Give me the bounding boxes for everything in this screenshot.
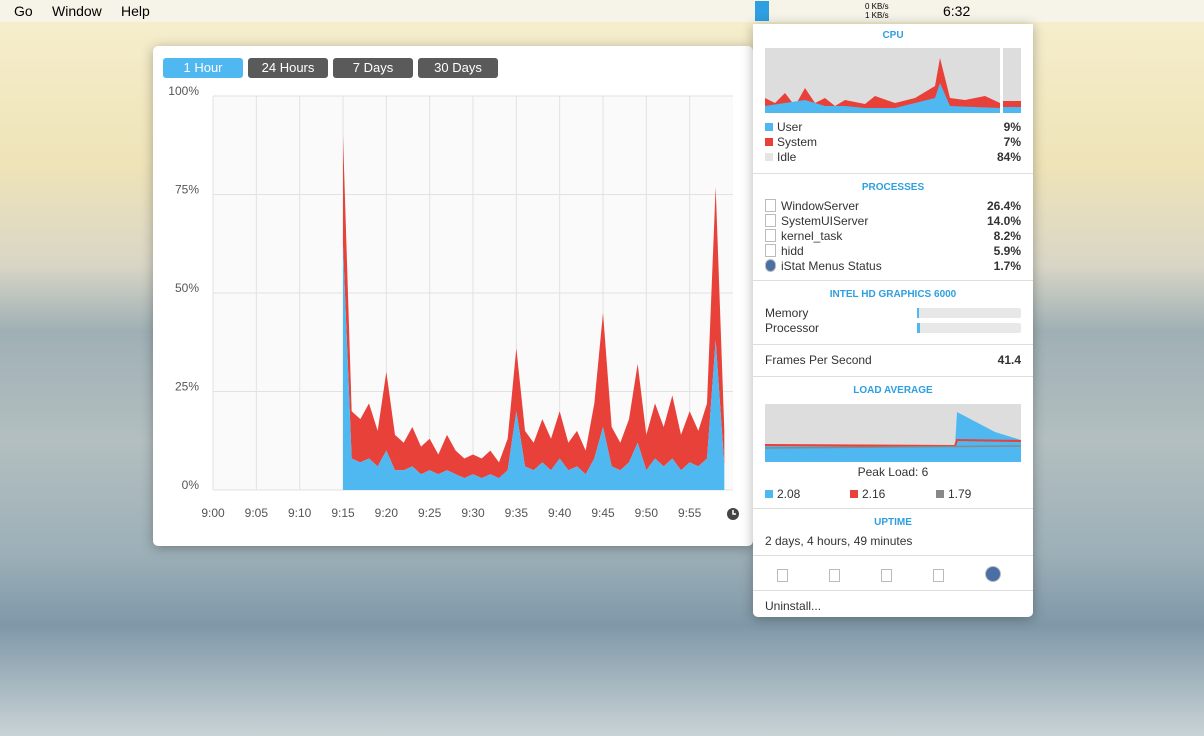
x-tick-label: 9:45 — [591, 506, 615, 520]
x-tick-label: 9:00 — [201, 506, 225, 520]
cpu-mini-graph — [765, 48, 1021, 113]
gpu-label: Memory — [765, 306, 809, 320]
fps-label: Frames Per Second — [765, 353, 872, 367]
gpu-bar — [917, 323, 1021, 333]
istat-panel: CPU User 9% System 7% Idle 84% PROCESSES Wi… — [753, 24, 1033, 617]
x-tick-label: 9:25 — [418, 506, 442, 520]
chart: 0% 25% 50% 75% 100% 9:00 9:05 9:10 9:15 9:20 9:25 9… — [168, 84, 739, 520]
x-tick-label: 9:50 — [635, 506, 659, 520]
value: 8.2% — [993, 229, 1021, 243]
value: 9% — [1003, 120, 1021, 134]
clock-hands — [732, 510, 736, 515]
y-tick-label: 50% — [175, 281, 199, 295]
graph-user — [765, 83, 1000, 113]
area-1 — [343, 135, 725, 479]
x-tick-label: 9:40 — [548, 506, 572, 520]
section-title: INTEL HD GRAPHICS 6000 — [829, 289, 957, 300]
value: 84% — [996, 150, 1021, 164]
section-title: UPTIME — [874, 517, 912, 528]
load-value: 2.08 — [777, 487, 801, 501]
x-tick-label: 9:10 — [288, 506, 312, 520]
menu-bar: Go Window Help 0 KB/s 1 KB/s 6:32 — [0, 0, 1204, 22]
net-up: 0 KB/s — [865, 2, 889, 11]
process-name: hidd — [781, 244, 804, 258]
process-name: iStat Menus Status — [781, 259, 882, 273]
legend-label: System — [777, 135, 818, 149]
fps-value: 41.4 — [997, 353, 1021, 367]
section-title: PROCESSES — [861, 182, 925, 193]
x-tick-label: 9:55 — [678, 506, 702, 520]
load-line — [765, 438, 1021, 448]
y-tick-label: 0% — [182, 478, 200, 492]
legend-label: User — [777, 120, 803, 134]
load-area — [765, 412, 1021, 462]
menu-item[interactable]: Go — [14, 3, 33, 19]
gpu-label: Processor — [765, 321, 820, 335]
section-title: LOAD AVERAGE — [853, 385, 933, 396]
load-graph — [765, 404, 1021, 462]
peak-load: Peak Load: 6 — [857, 465, 929, 479]
area-0 — [343, 245, 725, 490]
process-name: WindowServer — [781, 199, 860, 213]
load-value: 2.16 — [862, 487, 886, 501]
value: 14.0% — [986, 214, 1021, 228]
x-tick-label: 9:15 — [331, 506, 355, 520]
cpu-icon[interactable] — [755, 1, 769, 21]
legend-label: Idle — [777, 150, 797, 164]
uptime: 2 days, 4 hours, 49 minutes — [765, 534, 913, 548]
menu-item[interactable]: Window — [52, 3, 102, 19]
graph-now — [1003, 107, 1021, 113]
range-button[interactable]: 24 Hours — [248, 58, 328, 78]
uninstall[interactable]: Uninstall... — [765, 599, 822, 613]
x-tick-label: 9:20 — [375, 506, 399, 520]
history-window: 1 Hour 24 Hours 7 Days 30 Days 0% 25% 50% 7… — [153, 46, 753, 546]
process-name: SystemUIServer — [781, 214, 869, 228]
x-tick-label: 9:30 — [461, 506, 485, 520]
load-value: 1.79 — [948, 487, 972, 501]
value: 1.7% — [993, 259, 1021, 273]
value: 5.9% — [993, 244, 1021, 258]
graph-bg — [1003, 48, 1021, 113]
gpu-bar — [917, 308, 1021, 318]
x-tick-label: 9:05 — [245, 506, 269, 520]
x-tick-label: 9:35 — [505, 506, 529, 520]
net-down: 1 KB/s — [865, 11, 889, 20]
y-tick-label: 100% — [168, 84, 199, 98]
load-line — [765, 445, 1021, 449]
y-tick-label: 75% — [175, 183, 199, 197]
range-button[interactable]: 7 Days — [333, 58, 413, 78]
range-button[interactable]: 30 Days — [418, 58, 498, 78]
value: 26.4% — [986, 199, 1021, 213]
section-title: CPU — [882, 30, 904, 41]
value: 7% — [1003, 135, 1021, 149]
toolbar — [777, 566, 1006, 583]
clock[interactable]: 6:32 — [943, 3, 971, 19]
process-name: kernel_task — [781, 229, 843, 243]
menu-item[interactable]: Help — [121, 3, 150, 19]
range-button[interactable]: 1 Hour — [163, 58, 243, 78]
y-tick-label: 25% — [175, 380, 199, 394]
